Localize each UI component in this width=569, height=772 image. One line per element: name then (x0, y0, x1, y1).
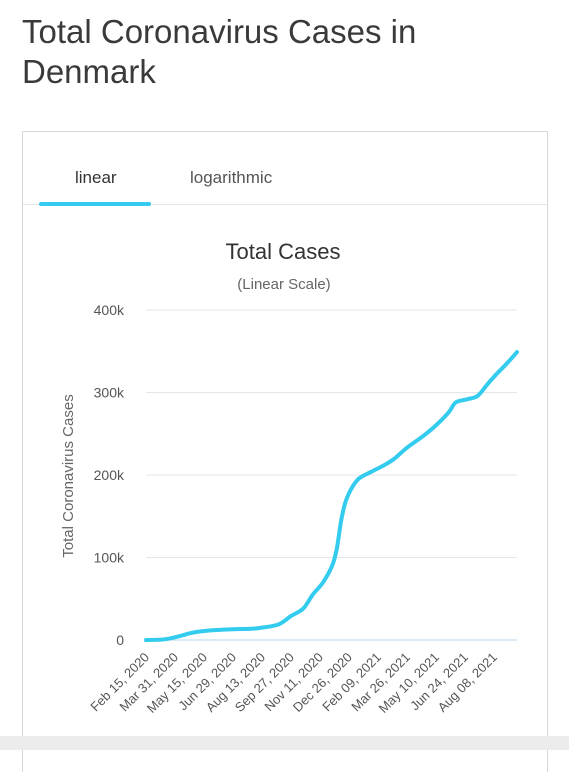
gridlines (146, 309, 517, 641)
y-tick-label: 0 (116, 632, 124, 648)
chart-card: linear logarithmic (22, 131, 548, 772)
scale-tabs: linear logarithmic (23, 132, 547, 206)
tab-logarithmic[interactable]: logarithmic (190, 168, 273, 187)
y-axis-ticks: 0 100k 200k 300k 400k (94, 302, 125, 648)
chart-subtitle: (Linear Scale) (237, 276, 330, 293)
y-tick-label: 300k (94, 385, 125, 401)
series-line (144, 350, 519, 642)
y-tick-label: 100k (94, 550, 125, 566)
page-title: Total Coronavirus Cases in Denmark (22, 13, 417, 90)
bottom-bar (0, 736, 569, 750)
chart: Total Cases (Linear Scale) Total Coronav… (60, 239, 519, 716)
y-tick-label: 200k (94, 467, 125, 483)
chart-title: Total Cases (226, 239, 341, 264)
y-axis-label: Total Coronavirus Cases (60, 394, 77, 557)
tab-linear[interactable]: linear (75, 168, 117, 187)
y-tick-label: 400k (94, 302, 125, 318)
active-tab-indicator (39, 202, 151, 206)
